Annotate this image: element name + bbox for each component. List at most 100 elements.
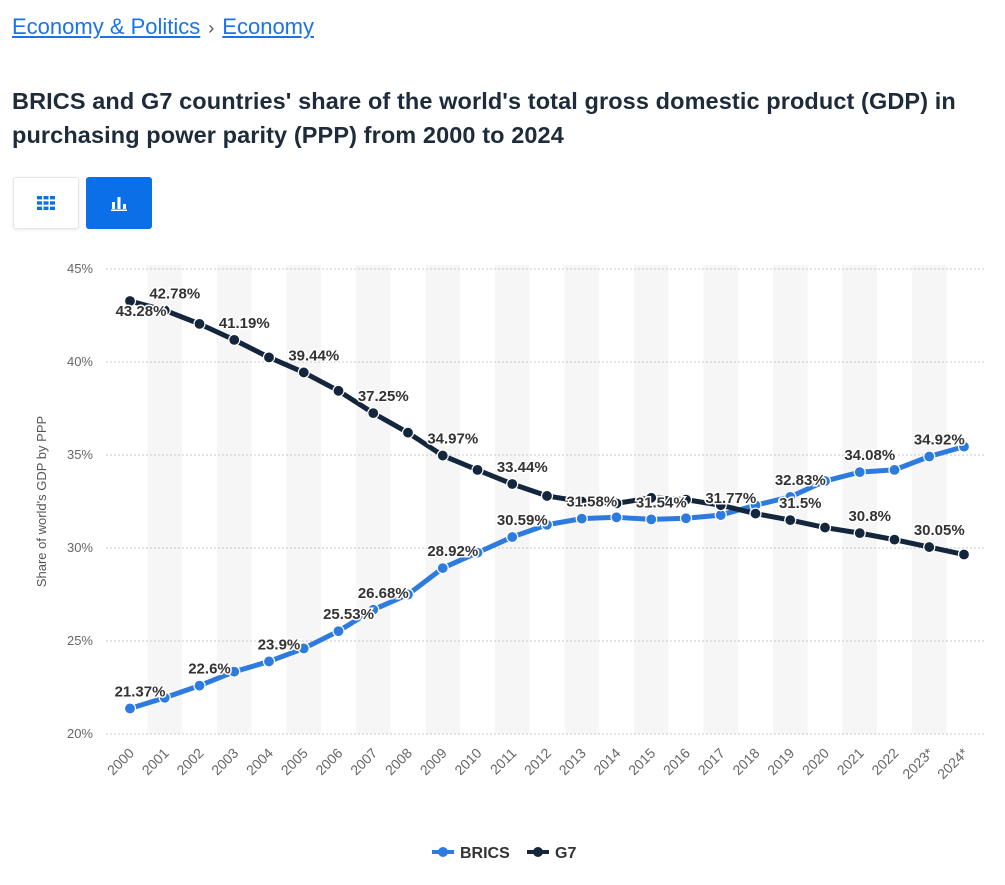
data-label: 30.05% xyxy=(914,522,965,539)
x-tick-label: 2020 xyxy=(799,745,832,778)
data-label: 25.53% xyxy=(323,606,374,623)
x-tick-label: 2013 xyxy=(556,745,589,778)
data-point xyxy=(610,511,623,524)
line-chart: 20% 25% 30% 35% 40% 45% Share of world's GDP b… xyxy=(34,261,985,862)
data-point xyxy=(645,513,658,526)
column-band xyxy=(286,265,322,734)
column-band xyxy=(842,265,878,734)
data-point xyxy=(540,489,554,503)
data-label: 31.5% xyxy=(779,495,822,512)
data-label: 31.77% xyxy=(705,490,756,507)
x-tick-label: 2001 xyxy=(139,745,172,778)
data-point xyxy=(575,495,588,508)
table-view-button[interactable] xyxy=(13,177,79,229)
data-point xyxy=(262,351,276,364)
data-label: 31.54% xyxy=(636,494,687,511)
data-label: 23.9% xyxy=(258,636,301,653)
data-point xyxy=(123,702,137,715)
data-point xyxy=(784,490,797,503)
data-point xyxy=(401,426,415,439)
x-tick-label: 2011 xyxy=(487,745,520,778)
series-line xyxy=(127,444,967,712)
legend: BRICS G7 xyxy=(432,845,576,862)
x-tick-label: 2015 xyxy=(625,745,658,778)
column-band xyxy=(911,265,947,734)
legend-marker xyxy=(438,847,448,857)
data-point xyxy=(228,665,241,678)
data-point xyxy=(645,491,658,504)
x-tick-label: 2000 xyxy=(104,745,137,778)
data-point xyxy=(853,466,866,479)
column-band xyxy=(425,265,461,734)
x-tick-label: 2019 xyxy=(764,745,797,778)
data-point xyxy=(679,512,693,525)
x-tick-label: 2009 xyxy=(417,745,450,778)
legend-marker xyxy=(533,847,543,857)
data-labels: 21.37% 22.6% 23.9% 25.53% 26.68% 28.92% 30.59%… xyxy=(113,284,966,702)
data-point xyxy=(193,679,206,692)
data-point xyxy=(540,518,554,531)
data-point xyxy=(297,366,310,379)
data-point xyxy=(123,294,137,308)
data-label: 22.6% xyxy=(188,661,231,678)
series-g7 xyxy=(123,294,971,561)
data-label: 37.25% xyxy=(358,388,409,405)
x-tick-label: 2010 xyxy=(451,745,484,778)
data-point xyxy=(332,384,345,397)
x-tick-label: 2024* xyxy=(934,744,972,782)
breadcrumb-separator: › xyxy=(208,18,215,38)
data-point xyxy=(957,548,971,561)
breadcrumb-link-economy-politics[interactable]: Economy & Politics xyxy=(12,14,201,39)
x-tick-label: 2016 xyxy=(660,745,693,778)
x-tick-labels: 2000 2001 2002 2003 2004 2005 2006 2007 2008 2009… xyxy=(104,744,972,782)
column-band xyxy=(494,265,530,734)
data-point xyxy=(610,497,623,510)
y-axis-label: Share of world's GDP by PPP xyxy=(34,416,49,587)
x-tick-label: 2008 xyxy=(382,745,415,778)
page-title: BRICS and G7 countries' share of the wor… xyxy=(12,88,956,148)
data-label: 34.08% xyxy=(844,447,895,464)
data-label: 32.83% xyxy=(775,472,826,489)
data-point xyxy=(575,512,588,525)
y-tick-label: 45% xyxy=(67,261,93,276)
data-point xyxy=(679,493,693,506)
data-label: 34.97% xyxy=(427,431,478,448)
legend-label: BRICS xyxy=(460,845,510,862)
x-tick-label: 2007 xyxy=(347,745,380,778)
data-point xyxy=(471,463,484,476)
x-tick-label: 2021 xyxy=(834,745,867,778)
y-tick-label: 25% xyxy=(67,633,93,648)
legend-label: G7 xyxy=(555,845,576,862)
data-label: 31.58% xyxy=(566,494,617,511)
data-point xyxy=(158,304,171,317)
column-band xyxy=(355,265,391,734)
breadcrumb-link-economy[interactable]: Economy xyxy=(222,14,315,39)
chart-view-button[interactable] xyxy=(86,177,152,229)
data-label: 39.44% xyxy=(288,347,339,364)
data-label: 42.78% xyxy=(149,285,200,302)
data-label: 21.37% xyxy=(115,684,166,701)
data-point xyxy=(471,546,484,559)
x-tick-label: 2022 xyxy=(868,745,901,778)
data-point xyxy=(297,642,310,655)
data-point xyxy=(506,530,519,544)
legend-item-g7: G7 xyxy=(527,845,576,862)
data-point xyxy=(818,521,832,534)
data-label: 34.92% xyxy=(914,431,965,448)
legend-item-brics: BRICS xyxy=(432,845,510,862)
data-point xyxy=(923,450,936,463)
data-label: 33.44% xyxy=(497,459,548,476)
x-tick-label: 2006 xyxy=(312,745,345,778)
x-tick-label: 2012 xyxy=(521,745,554,778)
x-tick-label: 2017 xyxy=(695,745,728,778)
data-point xyxy=(158,691,171,704)
data-point xyxy=(332,625,345,638)
data-label: 28.92% xyxy=(427,543,478,560)
x-tick-label: 2002 xyxy=(173,745,206,778)
data-point xyxy=(506,477,519,491)
y-gridlines: 20% 25% 30% 35% 40% 45% xyxy=(67,261,985,741)
data-point xyxy=(401,588,415,601)
data-point xyxy=(367,603,380,616)
x-tick-label: 2018 xyxy=(729,745,762,778)
y-tick-label: 30% xyxy=(67,540,93,555)
